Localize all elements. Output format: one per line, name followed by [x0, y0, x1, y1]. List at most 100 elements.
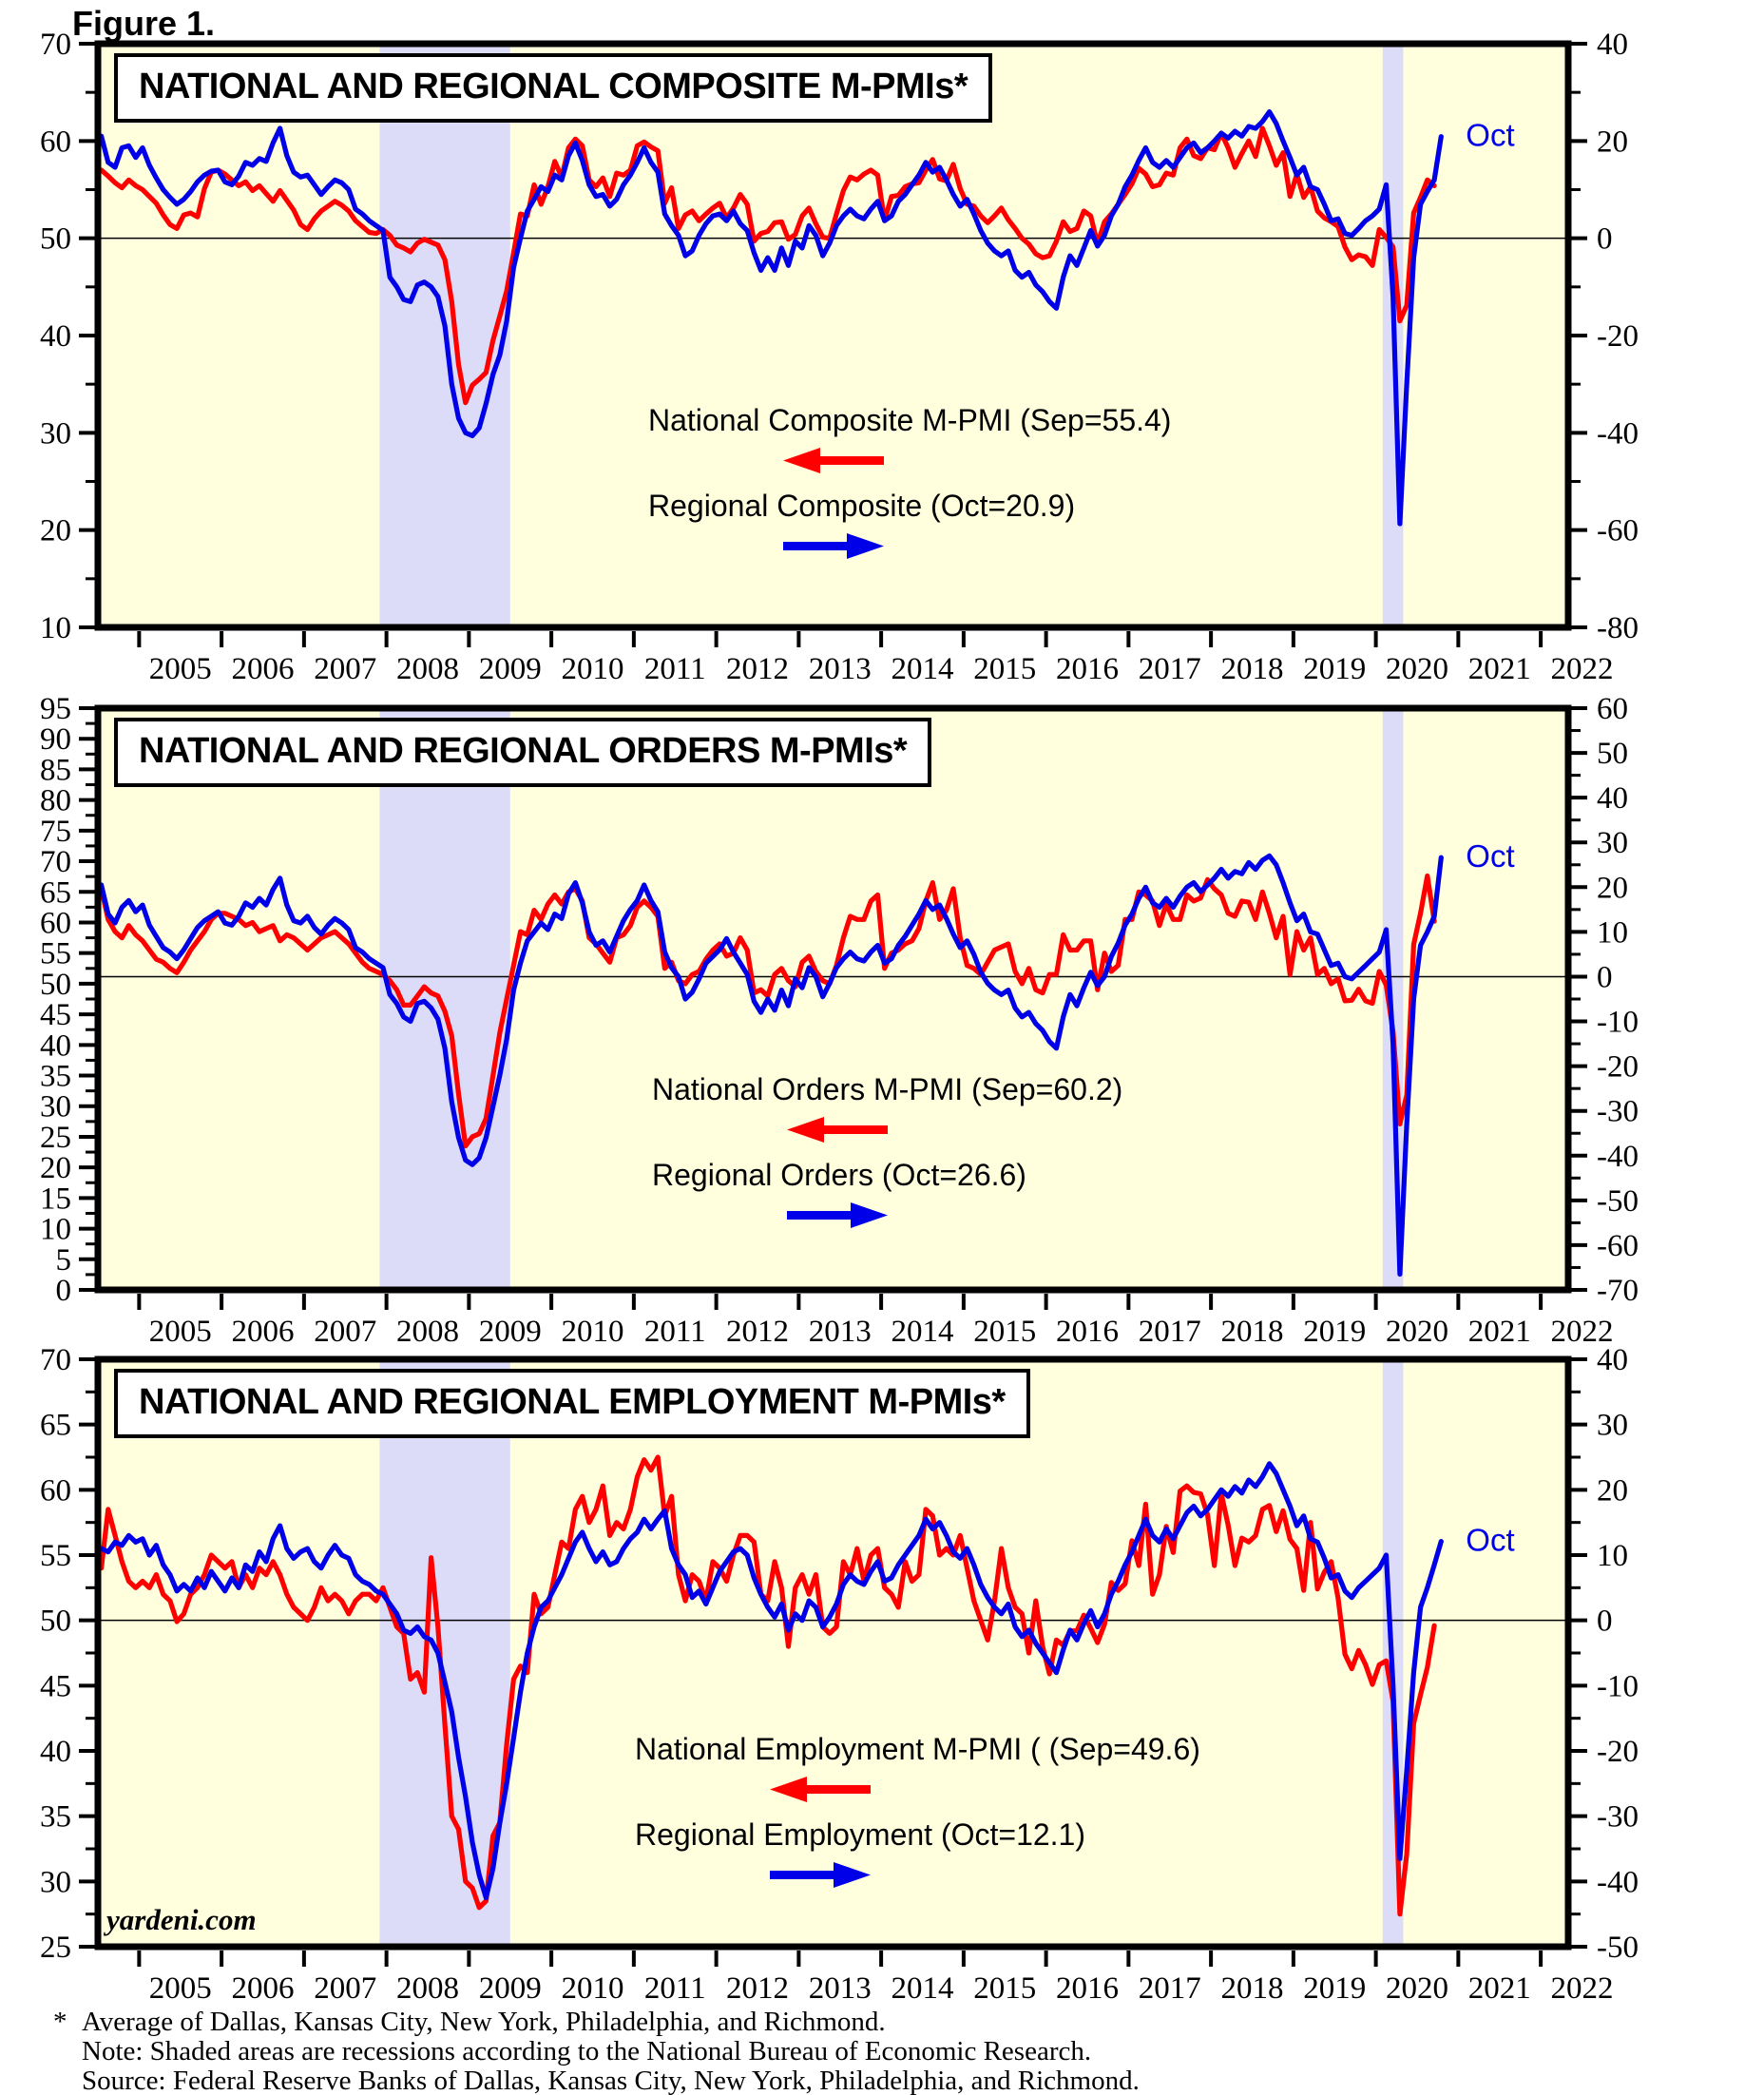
svg-text:2011: 2011	[644, 1315, 706, 1349]
svg-text:40: 40	[1597, 781, 1628, 816]
svg-text:50: 50	[40, 1605, 71, 1639]
blue-right-arrow-icon	[787, 1202, 1260, 1228]
svg-text:95: 95	[40, 692, 71, 726]
svg-text:0: 0	[1597, 222, 1613, 257]
svg-text:2019: 2019	[1303, 1971, 1366, 2006]
svg-text:2005: 2005	[149, 652, 212, 686]
svg-text:-40: -40	[1597, 416, 1639, 451]
svg-text:-40: -40	[1597, 1140, 1639, 1174]
svg-text:35: 35	[40, 1060, 71, 1094]
svg-text:2017: 2017	[1139, 1971, 1201, 2006]
employment-title: NATIONAL AND REGIONAL EMPLOYMENT M-PMIs*	[139, 1382, 1006, 1422]
svg-text:2007: 2007	[314, 1315, 376, 1349]
svg-text:10: 10	[40, 611, 71, 645]
svg-text:2010: 2010	[561, 1971, 623, 2006]
svg-text:45: 45	[40, 998, 71, 1032]
red-left-arrow-icon	[770, 1777, 1243, 1802]
yardeni-brand: yardeni.com	[106, 1903, 257, 1936]
svg-text:2021: 2021	[1468, 652, 1531, 686]
svg-text:2006: 2006	[231, 1971, 294, 2006]
svg-text:0: 0	[56, 1274, 72, 1308]
svg-text:2006: 2006	[231, 652, 294, 686]
svg-text:2013: 2013	[809, 1315, 872, 1349]
footnote-line-average: Average of Dallas, Kansas City, New York…	[82, 2007, 886, 2037]
blue-right-arrow-icon	[770, 1862, 1243, 1888]
national-employment-legend-label: National Employment M-PMI ( (Sep=49.6)	[635, 1732, 1200, 1766]
footnote-line-source: Source: Federal Reserve Banks of Dallas,…	[82, 2066, 1140, 2095]
svg-text:Oct: Oct	[1466, 1523, 1514, 1558]
footnote-asterisk: *	[53, 2007, 67, 2037]
footnote: * Average of Dallas, Kansas City, New Yo…	[53, 2008, 1140, 2095]
svg-text:2010: 2010	[561, 652, 623, 686]
svg-text:60: 60	[40, 1473, 71, 1508]
svg-text:2012: 2012	[726, 652, 789, 686]
svg-text:Oct: Oct	[1466, 838, 1514, 874]
svg-text:2013: 2013	[809, 652, 872, 686]
svg-text:2011: 2011	[644, 652, 706, 686]
svg-text:-60: -60	[1597, 514, 1639, 548]
figure-label: Figure 1.	[72, 4, 216, 43]
employment-legend: National Employment M-PMI ( (Sep=49.6) R…	[635, 1732, 1243, 1892]
svg-text:2021: 2021	[1468, 1315, 1531, 1349]
svg-text:2016: 2016	[1056, 1315, 1119, 1349]
svg-text:15: 15	[40, 1182, 71, 1216]
national-composite-legend-label: National Composite M-PMI (Sep=55.4)	[648, 403, 1172, 437]
svg-text:-10: -10	[1597, 1006, 1639, 1040]
svg-text:40: 40	[40, 1735, 71, 1769]
svg-text:0: 0	[1597, 1605, 1613, 1639]
svg-text:5: 5	[56, 1243, 72, 1278]
svg-text:20: 20	[1597, 871, 1628, 905]
svg-text:2008: 2008	[396, 1315, 459, 1349]
svg-text:2005: 2005	[149, 1971, 212, 2006]
svg-text:50: 50	[40, 968, 71, 1002]
svg-text:2009: 2009	[479, 1971, 542, 2006]
svg-text:90: 90	[40, 722, 71, 757]
svg-text:2020: 2020	[1386, 1315, 1448, 1349]
composite-title: NATIONAL AND REGIONAL COMPOSITE M-PMIs*	[139, 67, 968, 106]
svg-text:2020: 2020	[1386, 1971, 1448, 2006]
svg-text:0: 0	[1597, 960, 1613, 994]
svg-text:-10: -10	[1597, 1669, 1639, 1703]
national-orders-legend-label: National Orders M-PMI (Sep=60.2)	[652, 1072, 1123, 1106]
svg-text:80: 80	[40, 784, 71, 818]
svg-text:2015: 2015	[973, 1315, 1036, 1349]
footnote-line-note: Note: Shaded areas are recessions accord…	[82, 2036, 1092, 2066]
svg-text:60: 60	[40, 906, 71, 940]
regional-composite-legend-label: Regional Composite (Oct=20.9)	[648, 489, 1076, 523]
svg-text:40: 40	[40, 1028, 71, 1063]
svg-text:20: 20	[40, 1151, 71, 1185]
svg-text:2006: 2006	[231, 1315, 294, 1349]
svg-text:2015: 2015	[973, 652, 1036, 686]
regional-orders-legend-label: Regional Orders (Oct=26.6)	[652, 1158, 1026, 1192]
svg-text:20: 20	[1597, 125, 1628, 159]
svg-text:-50: -50	[1597, 1184, 1639, 1219]
svg-text:2021: 2021	[1468, 1971, 1531, 2006]
svg-text:2010: 2010	[561, 1315, 623, 1349]
svg-text:25: 25	[40, 1931, 71, 1965]
svg-text:2016: 2016	[1056, 652, 1119, 686]
svg-text:20: 20	[1597, 1473, 1628, 1508]
svg-text:-80: -80	[1597, 611, 1639, 645]
svg-text:2020: 2020	[1386, 652, 1448, 686]
orders-legend: National Orders M-PMI (Sep=60.2) Regiona…	[652, 1072, 1260, 1232]
svg-text:70: 70	[40, 28, 71, 62]
orders-title-box: NATIONAL AND REGIONAL ORDERS M-PMIs*	[114, 718, 932, 787]
svg-text:10: 10	[1597, 915, 1628, 950]
svg-text:2022: 2022	[1550, 652, 1613, 686]
svg-text:2017: 2017	[1139, 1315, 1201, 1349]
svg-text:2015: 2015	[973, 1971, 1036, 2006]
svg-text:2018: 2018	[1220, 1971, 1283, 2006]
svg-text:2007: 2007	[314, 652, 376, 686]
svg-text:-30: -30	[1597, 1095, 1639, 1129]
svg-text:-60: -60	[1597, 1229, 1639, 1263]
svg-text:2016: 2016	[1056, 1971, 1119, 2006]
svg-text:60: 60	[1597, 692, 1628, 726]
blue-right-arrow-icon	[783, 533, 1256, 559]
svg-text:2005: 2005	[149, 1315, 212, 1349]
svg-text:10: 10	[1597, 1539, 1628, 1573]
svg-text:2013: 2013	[809, 1971, 872, 2006]
svg-text:50: 50	[40, 222, 71, 257]
svg-text:60: 60	[40, 125, 71, 159]
